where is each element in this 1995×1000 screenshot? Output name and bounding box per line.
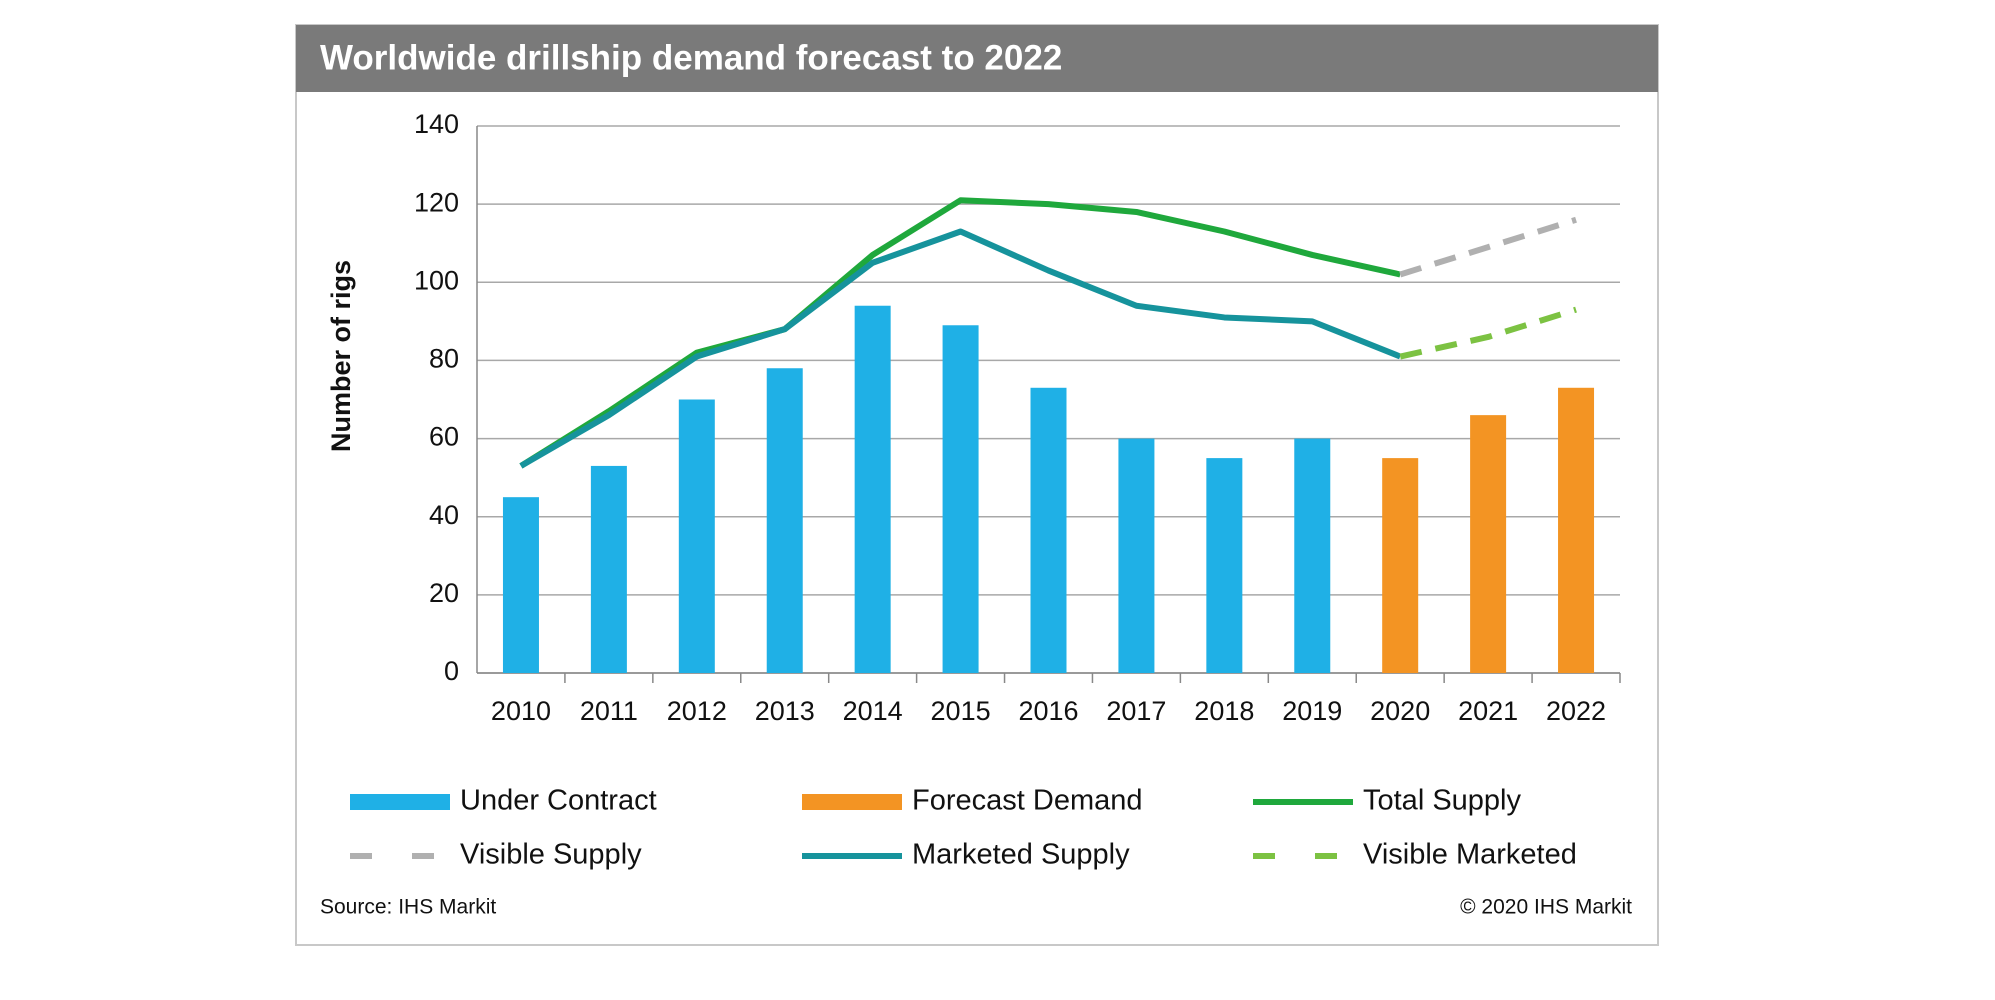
bar xyxy=(502,497,539,673)
y-tick-label: 80 xyxy=(429,344,459,374)
y-tick-label: 0 xyxy=(444,656,459,686)
x-tick-label: 2015 xyxy=(931,696,991,726)
y-tick-label: 40 xyxy=(429,500,459,530)
x-tick-label: 2013 xyxy=(755,696,815,726)
x-tick-label: 2016 xyxy=(1018,696,1078,726)
x-tick-label: 2014 xyxy=(843,696,903,726)
legend-swatch xyxy=(802,794,902,810)
title-bar xyxy=(296,25,1658,92)
y-tick-label: 100 xyxy=(414,265,459,295)
legend-swatch xyxy=(350,794,450,810)
x-tick-label: 2022 xyxy=(1546,696,1606,726)
x-tick-label: 2018 xyxy=(1194,696,1254,726)
legend-label: Total Supply xyxy=(1363,785,1521,817)
line xyxy=(1399,306,1577,360)
x-tick-label: 2019 xyxy=(1282,696,1342,726)
legend-label: Forecast Demand xyxy=(912,785,1143,817)
x-tick-label: 2020 xyxy=(1370,696,1430,726)
bar xyxy=(1294,438,1331,673)
bar xyxy=(854,305,891,673)
x-tick-label: 2011 xyxy=(580,696,638,726)
x-tick-label: 2021 xyxy=(1458,696,1518,726)
bar xyxy=(590,465,627,673)
x-tick-label: 2017 xyxy=(1106,696,1166,726)
line xyxy=(519,228,1402,469)
legend-label: Visible Supply xyxy=(460,839,642,871)
y-tick-label: 140 xyxy=(414,109,459,139)
legend-label: Under Contract xyxy=(460,785,657,817)
chart-title: Worldwide drillship demand forecast to 2… xyxy=(320,38,1062,77)
y-tick-label: 120 xyxy=(414,187,459,217)
bar xyxy=(1470,415,1507,673)
bar xyxy=(1030,387,1067,673)
x-tick-label: 2012 xyxy=(667,696,727,726)
bar xyxy=(942,325,979,673)
y-tick-label: 60 xyxy=(429,422,459,452)
bar xyxy=(1118,438,1155,673)
bar xyxy=(1558,387,1595,673)
line xyxy=(1399,216,1577,278)
bar xyxy=(678,399,715,673)
legend-label: Marketed Supply xyxy=(912,839,1130,871)
bar xyxy=(1382,458,1419,673)
bar xyxy=(1206,458,1243,673)
x-tick-label: 2010 xyxy=(491,696,551,726)
legend-label: Visible Marketed xyxy=(1363,839,1577,871)
y-tick-label: 20 xyxy=(429,578,459,608)
y-axis-label: Number of rigs xyxy=(326,260,356,452)
bar xyxy=(766,368,803,673)
line xyxy=(519,197,1401,469)
copyright: © 2020 IHS Markit xyxy=(1460,896,1632,919)
source: Source: IHS Markit xyxy=(320,896,496,919)
